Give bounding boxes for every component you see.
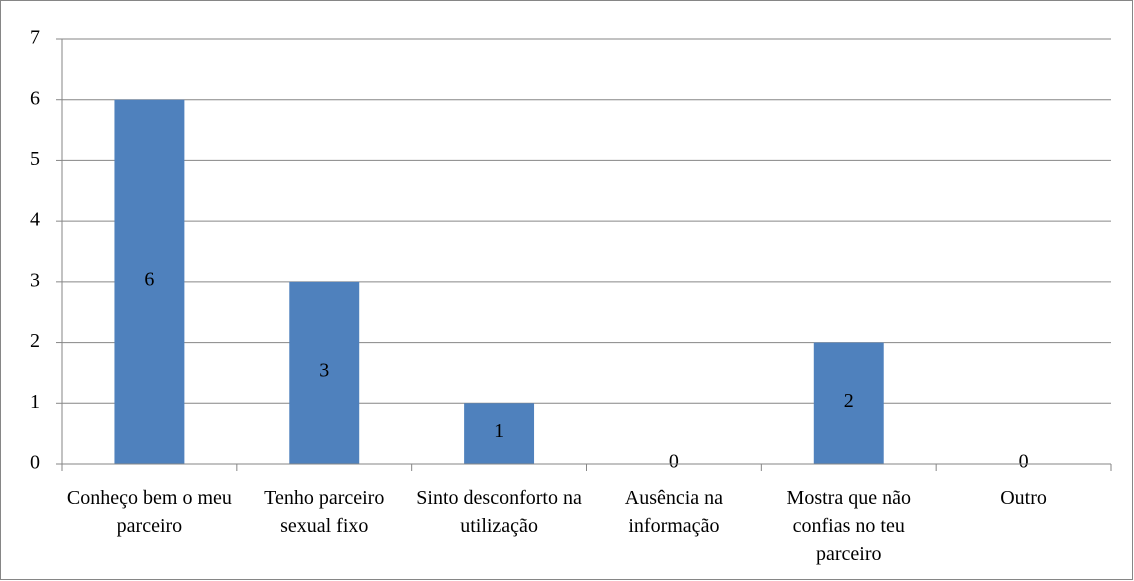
bar — [464, 403, 535, 464]
data-label: 1 — [494, 420, 504, 442]
y-tick-label: 2 — [30, 330, 40, 352]
bar — [289, 281, 360, 464]
y-tick-label: 0 — [30, 452, 40, 474]
y-tick-label: 7 — [30, 27, 40, 49]
y-tick-label: 6 — [30, 87, 40, 109]
data-label: 0 — [669, 451, 679, 473]
y-tick-label: 5 — [30, 148, 40, 170]
data-label: 3 — [319, 360, 329, 382]
x-tick-label: Tenho parceiro sexual fixo — [264, 487, 385, 537]
bar — [813, 342, 884, 464]
data-label: 0 — [1019, 451, 1029, 473]
x-tick-label: Sinto desconforto na utilização — [416, 487, 582, 537]
y-tick-label: 3 — [30, 269, 40, 291]
x-tick-label: Outro — [1000, 487, 1047, 509]
x-tick-label: Conheço bem o meu parceiro — [66, 487, 232, 537]
y-tick-label: 1 — [30, 391, 40, 413]
x-tick-label: Ausência na informação — [624, 487, 724, 537]
y-tick-label: 4 — [30, 209, 40, 231]
x-tick-label: Mostra que não confias no teu parceiro — [786, 487, 911, 565]
data-label: 2 — [844, 390, 854, 412]
data-label: 6 — [144, 268, 154, 290]
bar — [114, 99, 185, 464]
